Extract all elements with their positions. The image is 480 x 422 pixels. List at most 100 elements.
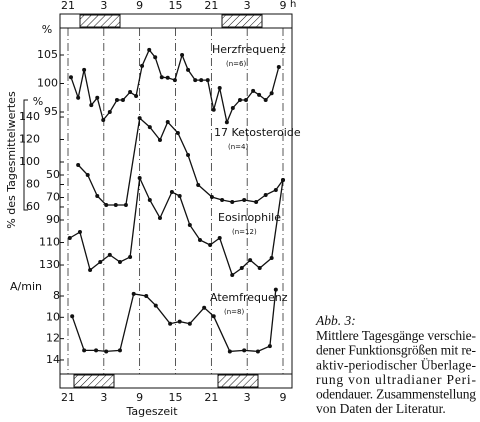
caption-line: dener Funktionsgrößen mit re- <box>316 343 477 358</box>
y-tick-label: 100 <box>37 77 58 90</box>
data-point <box>88 267 93 272</box>
panel-title: Herzfrequenz <box>212 43 286 56</box>
panel-annotation: (n=8) <box>224 308 244 316</box>
x-tick-label: 21 <box>204 391 218 404</box>
caption-line: rung von ultradianer Peri- <box>316 372 477 387</box>
data-point <box>269 91 274 96</box>
data-point <box>101 117 106 122</box>
caption-line: Mittlere Tagesgänge verschie- <box>316 328 477 343</box>
series-line <box>70 48 280 125</box>
y-tick-label: 120 <box>19 133 40 146</box>
caption-line: von Daten der Literatur. <box>316 401 446 416</box>
data-point <box>281 177 285 182</box>
data-point <box>209 194 214 199</box>
data-point <box>147 125 152 130</box>
data-point <box>211 107 216 112</box>
night-hatch <box>73 374 115 388</box>
x-tick-label: 9 <box>136 391 143 404</box>
y-tick-label: 110 <box>39 236 60 249</box>
night-hatch <box>217 374 259 388</box>
data-point <box>82 348 87 353</box>
x-unit: h <box>290 0 296 10</box>
top-band <box>59 13 293 29</box>
data-point <box>147 47 152 52</box>
data-point <box>239 266 244 271</box>
data-point <box>165 75 170 80</box>
data-point <box>230 200 235 205</box>
x-tick-label: 9 <box>136 0 143 12</box>
data-point <box>117 259 122 264</box>
data-point <box>177 319 182 324</box>
data-point <box>169 189 174 194</box>
x-tick-label: 9 <box>280 391 287 404</box>
data-point <box>230 273 235 278</box>
x-tick-label: 3 <box>244 391 251 404</box>
data-point <box>77 230 82 235</box>
data-point <box>205 78 210 83</box>
data-point <box>186 153 191 158</box>
data-point <box>134 94 139 99</box>
data-point <box>187 222 192 227</box>
data-point <box>199 78 204 83</box>
data-point <box>230 106 235 111</box>
data-point <box>128 90 133 95</box>
panel-title: Eosinophile <box>218 211 281 224</box>
data-point <box>242 198 247 203</box>
y-tick-label: 50 <box>46 168 60 181</box>
data-point <box>224 120 229 125</box>
data-point <box>95 193 100 198</box>
y-tick-label: 80 <box>26 177 40 190</box>
y-tick-label: 140 <box>19 110 40 123</box>
data-point <box>168 321 173 326</box>
data-point <box>120 98 125 103</box>
data-point <box>243 98 248 103</box>
data-point <box>144 293 149 298</box>
data-point <box>140 63 145 68</box>
data-point <box>104 349 109 354</box>
x-tick-label: 9 <box>280 0 287 12</box>
data-point <box>104 202 109 207</box>
data-point <box>238 98 242 103</box>
data-point <box>257 92 262 97</box>
y-tick-label: 8 <box>53 289 60 302</box>
data-point <box>248 258 253 263</box>
data-point <box>273 187 278 192</box>
data-point <box>257 266 262 271</box>
data-point <box>263 98 268 103</box>
y-tick-label: 100 <box>19 155 40 168</box>
data-point <box>217 236 222 241</box>
y-tick-label: 130 <box>39 258 60 271</box>
data-point <box>159 75 164 80</box>
y-unit: % <box>33 95 43 108</box>
data-point <box>276 64 281 69</box>
data-point <box>165 119 170 124</box>
data-point <box>242 348 247 353</box>
data-point <box>217 86 222 91</box>
x-tick-label: 15 <box>169 0 183 12</box>
data-point <box>187 321 192 326</box>
night-hatch <box>79 14 121 28</box>
x-tick-label: 15 <box>169 391 183 404</box>
x-tick-label: 3 <box>100 391 107 404</box>
data-point <box>117 348 122 353</box>
y-tick-label: 70 <box>46 191 60 204</box>
data-point <box>202 305 207 310</box>
data-point <box>85 173 90 178</box>
y-tick-label: 90 <box>46 213 60 226</box>
panel-title: 17 Ketosteroide <box>214 126 301 139</box>
data-point <box>193 78 198 83</box>
data-point <box>172 78 177 83</box>
data-point <box>180 53 185 57</box>
data-point <box>251 88 256 93</box>
panel-annotation: (n=6) <box>226 60 246 68</box>
data-point <box>76 163 81 168</box>
data-point <box>267 344 272 349</box>
caption-line: aktiv-periodischer Überlage- <box>316 357 477 372</box>
data-point <box>128 255 133 260</box>
data-point <box>208 242 213 247</box>
caption-line: odendauer. Zusammenstellung <box>316 386 476 401</box>
data-point <box>70 314 75 319</box>
panel-title: Atemfrequenz <box>210 291 288 304</box>
data-point <box>107 252 112 257</box>
data-point <box>153 55 158 60</box>
